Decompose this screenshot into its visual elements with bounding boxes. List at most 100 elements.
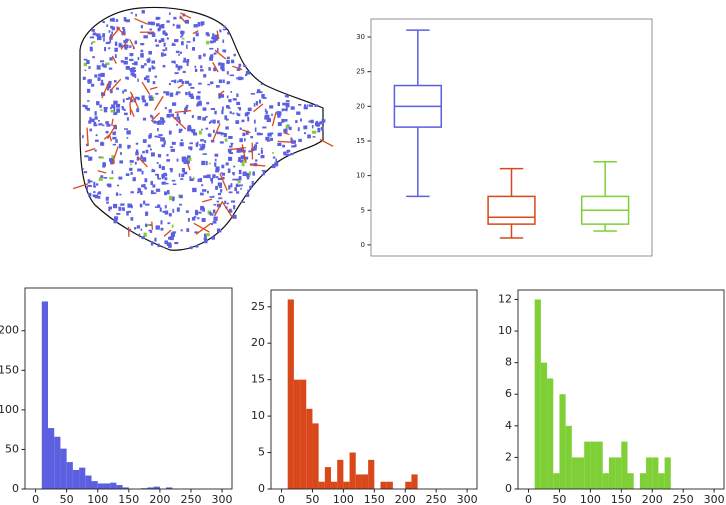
map-stream: [212, 61, 219, 73]
bar: [596, 441, 603, 489]
map-patch: [140, 49, 144, 53]
map-patch: [227, 148, 232, 153]
map-patch: [166, 20, 170, 23]
map-patch: [187, 126, 192, 132]
map-patch: [258, 132, 263, 136]
map-patch: [219, 141, 224, 144]
map-patch: [180, 128, 183, 131]
map-patch: [175, 64, 178, 68]
map-patch: [135, 96, 139, 99]
map-patch: [232, 172, 235, 175]
map-patch: [214, 153, 219, 157]
plot-frame: [24, 287, 233, 490]
map-patch: [197, 91, 201, 94]
map-patch: [240, 187, 242, 190]
map-patch: [126, 211, 129, 216]
map-patch: [103, 106, 108, 109]
map-patch: [115, 139, 118, 143]
map-patch: [214, 37, 219, 41]
map-patch: [161, 176, 164, 180]
map-patch: [198, 130, 202, 135]
map-patch: [199, 144, 201, 146]
map-patch: [244, 112, 249, 117]
map-patch: [232, 214, 237, 219]
map-stream: [179, 15, 186, 23]
map-patch: [138, 233, 141, 238]
map-patch: [93, 121, 97, 127]
map-patch: [89, 116, 92, 122]
map-patch: [203, 237, 208, 241]
map-patch: [157, 136, 161, 139]
map-patch: [126, 117, 129, 121]
map-patch: [84, 105, 88, 110]
bar: [355, 474, 362, 489]
map-patch: [201, 218, 206, 222]
map-patch: [228, 191, 233, 194]
map-patch: [209, 47, 214, 50]
map-patch: [290, 137, 293, 141]
map-patch: [160, 220, 163, 225]
map-patch: [116, 108, 120, 113]
map-patch: [198, 100, 202, 104]
map-patch: [290, 106, 295, 110]
bar: [608, 457, 616, 489]
map-patch: [217, 177, 222, 180]
y-tick-label: 150: [0, 363, 19, 376]
bar: [72, 470, 80, 489]
map-patch: [149, 148, 152, 151]
map-patch: [239, 138, 243, 143]
map-patch: [187, 125, 192, 128]
map-patch: [170, 113, 175, 117]
map-patch: [111, 31, 114, 35]
map-stream: [111, 55, 117, 64]
map-patch: [151, 115, 154, 119]
map-patch: [211, 36, 215, 40]
map-patch: [147, 32, 151, 35]
map-patch: [220, 172, 223, 174]
map-patch: [173, 16, 177, 20]
map-patch: [176, 207, 180, 212]
map-patch: [130, 12, 133, 14]
bar: [590, 441, 597, 489]
map-patch: [254, 144, 258, 149]
map-patch: [109, 38, 112, 43]
map-patch: [188, 93, 194, 98]
map-patch: [113, 219, 118, 224]
map-stream: [174, 109, 192, 114]
map-patch: [169, 168, 173, 170]
map-patch: [284, 128, 288, 131]
map-stream: [154, 95, 164, 111]
map-patch: [188, 157, 192, 161]
y-tick-label: 25: [356, 68, 365, 76]
map-patch: [219, 229, 222, 233]
map-patch: [130, 163, 132, 166]
map-patch: [172, 102, 177, 106]
map-patch: [140, 53, 144, 58]
map-patch: [87, 100, 90, 102]
bar: [602, 473, 609, 489]
map-patch: [196, 103, 199, 107]
map-patch: [236, 112, 238, 115]
map-patch: [151, 60, 156, 64]
map-patch: [149, 96, 153, 101]
map-patch: [226, 56, 230, 60]
bar: [646, 457, 653, 489]
map-patch: [191, 217, 196, 221]
map-patch: [169, 236, 174, 241]
map-patch: [93, 191, 96, 194]
map-patch: [143, 232, 147, 237]
map-patch: [97, 35, 102, 41]
map-patch: [122, 60, 125, 63]
map-patch: [164, 210, 169, 215]
map-patch: [258, 99, 262, 104]
map-patch: [108, 86, 111, 89]
map-patch: [157, 243, 160, 248]
map-patch: [152, 81, 156, 85]
map-patch: [177, 116, 181, 121]
map-patch: [232, 98, 237, 101]
map-patch: [140, 191, 143, 195]
map-patch: [145, 149, 149, 154]
map-patch: [186, 44, 188, 49]
map-patch: [143, 200, 146, 205]
map-patch: [157, 128, 159, 132]
